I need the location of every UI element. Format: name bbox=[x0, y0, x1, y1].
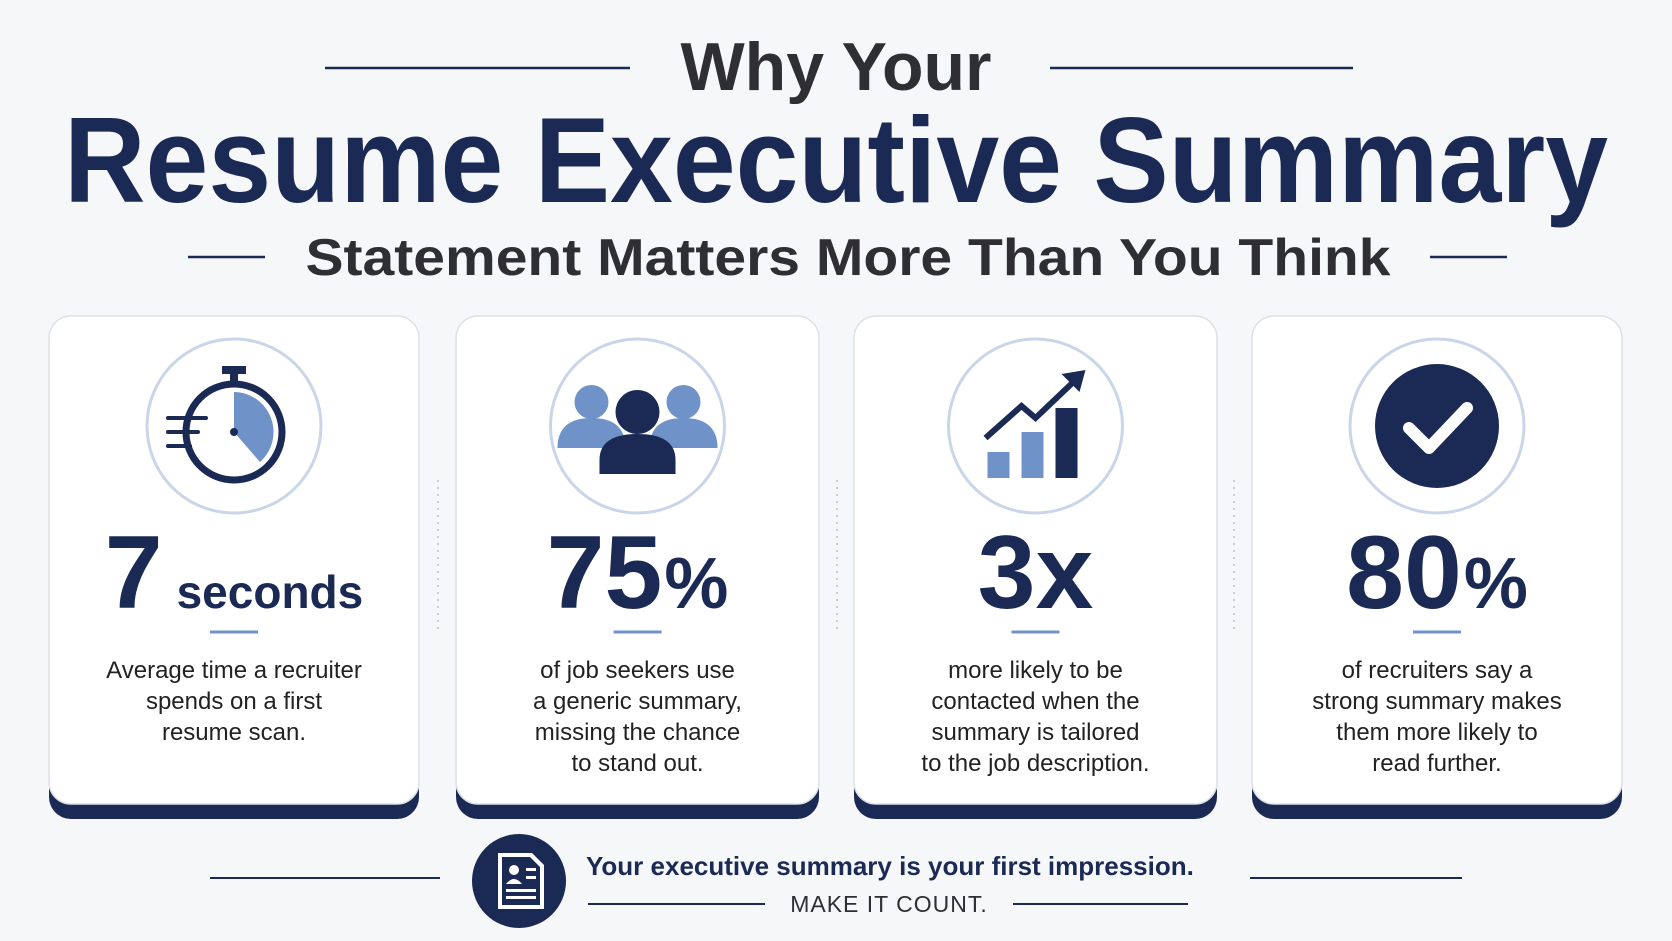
stat-unit: % bbox=[664, 544, 728, 624]
stat-description: contacted when the bbox=[931, 688, 1139, 715]
card-body bbox=[455, 315, 820, 805]
stat-description: of recruiters say a bbox=[1342, 657, 1533, 684]
stat-description: strong summary makes bbox=[1312, 688, 1561, 715]
footer-cta: MAKE IT COUNT. bbox=[790, 891, 988, 917]
stat-number: 3x bbox=[978, 515, 1094, 631]
stat-card: 7 seconds Average time a recruiter spends o… bbox=[48, 315, 420, 819]
card-body bbox=[853, 315, 1218, 805]
stopwatch-stem bbox=[230, 372, 238, 384]
stat-description: them more likely to bbox=[1336, 719, 1537, 746]
document-icon bbox=[498, 853, 544, 909]
stat-unit: seconds bbox=[177, 566, 364, 618]
stat-description: of job seekers use bbox=[540, 657, 735, 684]
trend-line bbox=[983, 377, 1078, 441]
person-body bbox=[599, 434, 676, 474]
title-line-1: Why Your bbox=[680, 29, 991, 105]
cards: 7 seconds Average time a recruiter spends o… bbox=[48, 315, 1623, 819]
stat-description: to the job description. bbox=[921, 750, 1149, 777]
stat-description: summary is tailored bbox=[931, 719, 1139, 746]
stat-number: 80 bbox=[1346, 515, 1462, 631]
stat-description: to stand out. bbox=[571, 750, 703, 777]
stat-number: 7 bbox=[105, 515, 163, 631]
stat-value: 3x bbox=[978, 515, 1094, 631]
person-head bbox=[574, 385, 609, 419]
person-head bbox=[615, 390, 660, 434]
chart-bar bbox=[987, 452, 1010, 478]
footer-message: Your executive summary is your first imp… bbox=[586, 851, 1194, 881]
stat-description: missing the chance bbox=[535, 719, 740, 746]
card-body bbox=[1251, 315, 1623, 805]
stat-description: resume scan. bbox=[162, 719, 306, 746]
person-body bbox=[557, 418, 626, 448]
stat-card: 3x more likely to be contacted when the sum… bbox=[853, 315, 1218, 819]
stat-description: a generic summary, bbox=[533, 688, 742, 715]
stat-value: 7 seconds bbox=[105, 515, 363, 631]
title-line-2: Resume Executive Summary bbox=[64, 92, 1608, 228]
chart-bar bbox=[1021, 432, 1044, 478]
stopwatch-fill bbox=[234, 392, 274, 462]
card-body bbox=[48, 315, 420, 805]
stat-unit: % bbox=[1464, 544, 1528, 624]
icon-ring bbox=[947, 337, 1124, 515]
check-mark bbox=[1403, 402, 1473, 454]
stat-description: spends on a first bbox=[146, 688, 322, 715]
stopwatch-center bbox=[230, 428, 238, 436]
stat-number: 75 bbox=[547, 515, 663, 631]
stat-card: 75% of job seekers use a generic summary, m… bbox=[455, 315, 820, 819]
chart-bar bbox=[1055, 408, 1078, 478]
stopwatch-crown bbox=[222, 366, 246, 374]
person-body bbox=[649, 418, 718, 448]
stat-value: 75% bbox=[547, 515, 729, 631]
stat-description: more likely to be bbox=[948, 657, 1123, 684]
stat-card: 80% of recruiters say a strong summary mak… bbox=[1251, 315, 1623, 819]
trend-arrow bbox=[1061, 370, 1086, 392]
check-circle bbox=[1375, 364, 1499, 488]
stat-description: Average time a recruiter bbox=[106, 657, 362, 684]
stat-description: read further. bbox=[1372, 750, 1501, 777]
title-line-3: Statement Matters More Than You Think bbox=[306, 229, 1391, 287]
person-head bbox=[666, 385, 701, 419]
stat-value: 80% bbox=[1346, 515, 1528, 631]
